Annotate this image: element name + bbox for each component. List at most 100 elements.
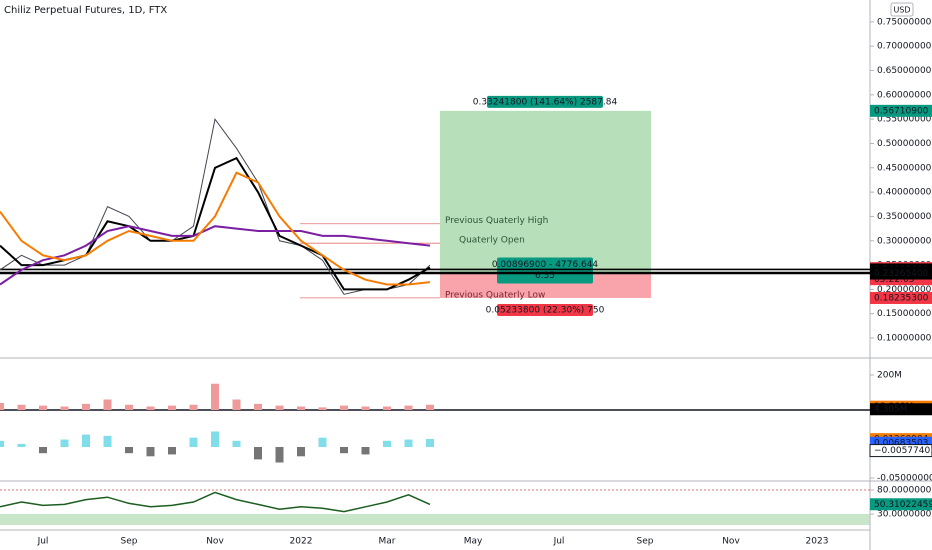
bar	[361, 446, 370, 455]
bar	[146, 406, 155, 410]
price-tag-label: 4.305M	[874, 405, 908, 415]
bar	[254, 403, 262, 410]
y-tick-label: -0.05000000	[877, 474, 932, 484]
bar	[340, 446, 348, 454]
rsi-band	[0, 514, 870, 526]
price-tag	[870, 267, 932, 280]
y-tick-label: 200M	[877, 370, 902, 380]
y-tick-label: 0.60000000	[877, 90, 932, 100]
series-line	[0, 117, 431, 295]
y-tick-label: 30.00000000	[877, 510, 932, 520]
x-tick-label: Mar	[379, 537, 396, 547]
bar	[125, 446, 133, 454]
countdown-box	[870, 274, 932, 286]
y-tick-label: 0.55000000	[877, 115, 932, 125]
y-tick-label: 0.75000000	[877, 17, 932, 27]
bar	[39, 405, 47, 410]
x-tick-label: 2022	[290, 537, 313, 547]
x-tick-label: May	[464, 537, 483, 547]
bar	[0, 440, 4, 447]
y-tick-label: 0.30000000	[877, 236, 932, 246]
series-line	[0, 171, 431, 286]
bar	[103, 435, 112, 447]
bar	[232, 399, 241, 410]
rsi-line	[0, 491, 431, 513]
bar	[361, 406, 370, 410]
x-tick-label: 2023	[806, 537, 829, 547]
pill-label: 0.05233800 (22.30%) 750	[486, 305, 605, 315]
price-tag	[870, 104, 932, 117]
y-tick-label: 0.65000000	[877, 66, 932, 76]
bar	[82, 403, 90, 410]
bar	[60, 439, 69, 447]
bar	[254, 446, 262, 460]
x-tick-label: Nov	[722, 537, 740, 547]
bar	[404, 405, 413, 410]
bar	[318, 437, 327, 447]
ratio-label: 6.35	[535, 271, 555, 281]
y-tick-label: 80.00000000	[877, 486, 932, 496]
price-tag-label: 0.00683503	[874, 438, 928, 448]
target-zone	[440, 110, 651, 273]
entry-label: 0.00896900 - 4776.644	[492, 260, 599, 270]
bar	[297, 406, 305, 410]
pill	[497, 303, 593, 316]
bar	[17, 443, 26, 447]
chart-title: Chiliz Perpetual Futures, 1D, FTX	[4, 5, 167, 16]
bar	[340, 405, 348, 410]
currency: USD	[893, 6, 910, 15]
bar	[426, 438, 434, 447]
entry-box	[497, 257, 593, 284]
y-tick-label: 0.10000000	[877, 334, 932, 344]
bar	[275, 446, 284, 463]
y-tick-label: 0.70000000	[877, 42, 932, 52]
price-tag	[869, 444, 932, 458]
y-tick-label: 0.35000000	[877, 212, 932, 222]
bar	[383, 440, 391, 447]
bar	[318, 407, 327, 410]
bar	[404, 439, 413, 447]
pill-label: 0.33241800 (141.64%) 2587.84	[473, 97, 618, 107]
bar	[39, 446, 47, 454]
y-tick-label: 0.45000000	[877, 163, 932, 173]
x-tick-label: Jul	[37, 537, 49, 547]
y-tick-label: 0.20000000	[877, 285, 932, 295]
level-label: Previous Quaterly Low	[445, 290, 545, 300]
price-tag	[870, 403, 932, 416]
y-tick-label: 0.15000000	[877, 309, 932, 319]
price-tag-label: 0.56710900	[874, 106, 929, 116]
bar	[82, 434, 90, 447]
currency-box	[890, 2, 914, 17]
series-line	[0, 225, 431, 286]
price-tag-label: 50.31022459	[874, 500, 932, 510]
price-tag-label: −0.00577401	[874, 446, 932, 456]
bar	[103, 399, 112, 410]
bar	[17, 404, 26, 410]
bar	[168, 405, 176, 410]
level-label: Quaterly Open	[459, 236, 525, 246]
bar	[0, 402, 4, 410]
x-tick-label: Sep	[637, 537, 654, 547]
bar	[232, 440, 241, 447]
bar	[211, 383, 219, 410]
price-tag-label: 0.23265400	[874, 269, 929, 279]
x-tick-label: Nov	[206, 537, 224, 547]
bar	[60, 406, 69, 410]
price-tag	[870, 498, 932, 511]
x-tick-label: Jul	[553, 537, 565, 547]
bar	[211, 431, 219, 447]
x-tick-label: Sep	[121, 537, 138, 547]
bar	[189, 437, 198, 447]
bar	[426, 404, 434, 410]
countdown: 05:22:05	[874, 275, 914, 285]
pill	[487, 95, 603, 108]
bar	[383, 406, 391, 410]
bar	[125, 404, 133, 410]
bar	[168, 446, 176, 455]
y-tick-label: 0.40000000	[877, 188, 932, 198]
price-tag	[870, 291, 932, 304]
y-tick-label: 0.50000000	[877, 139, 932, 149]
bar	[189, 404, 198, 410]
